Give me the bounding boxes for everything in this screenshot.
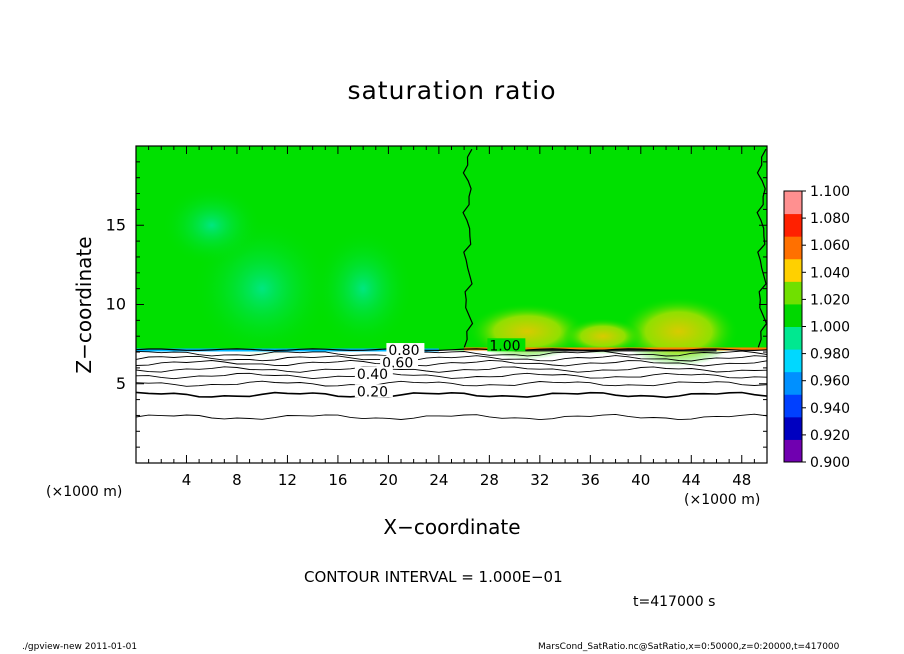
low-ratio-patch <box>161 185 262 266</box>
footer-command: ./gpview-new 2011-01-01 <box>22 642 138 652</box>
contour-line <box>136 366 767 373</box>
chart-title: saturation ratio <box>347 76 557 105</box>
y-tick-label: 5 <box>116 374 126 393</box>
contour-line <box>136 372 767 380</box>
x-tick-label: 20 <box>379 471 398 489</box>
colorbar-segment <box>784 371 802 395</box>
y-tick-label: 10 <box>106 295 126 314</box>
colorbar-segment <box>784 394 802 418</box>
colorbar-segment <box>784 191 802 215</box>
colorbar-segment <box>784 439 802 463</box>
contour-labels: 1.000.800.600.400.20 <box>354 338 526 400</box>
colorbar-tick-label: 1.100 <box>810 184 850 200</box>
contour-label-bg <box>354 366 393 380</box>
contour-line <box>136 380 767 387</box>
colorbar-segment <box>784 281 802 305</box>
contour-label: 0.80 <box>388 343 419 359</box>
x-axis-unit-right: (×1000 m) <box>684 492 761 508</box>
contour-lines <box>136 148 767 421</box>
x-tick-label: 24 <box>429 471 448 489</box>
colorbar-segment <box>784 303 802 327</box>
colorbar-tick-label: 0.980 <box>810 347 850 363</box>
time-label: t=417000 s <box>633 594 716 610</box>
contour-line <box>136 359 767 367</box>
colorbar-tick-label: 1.000 <box>810 320 850 336</box>
x-tick-label: 40 <box>631 471 650 489</box>
high-ratio-patch <box>562 318 643 355</box>
contour-label: 1.00 <box>489 338 520 354</box>
colorbar-segment <box>784 326 802 350</box>
subsaturated-region <box>136 350 767 463</box>
colorbar-segment <box>784 349 802 373</box>
y-axis-ticks: 5 10 15 <box>106 145 767 464</box>
colorbar: 1.100 1.080 1.060 1.040 1.020 1.000 0.980 0.960… <box>783 184 850 471</box>
colorbar-tick-label: 1.060 <box>810 238 850 254</box>
y-tick-label: 15 <box>106 215 126 234</box>
colorbar-tick-label: 0.960 <box>810 374 850 390</box>
contour-label-bg <box>386 343 425 357</box>
colorbar-segment <box>784 213 802 237</box>
contour-line-1-vertical <box>756 148 767 348</box>
contour-label-bg <box>487 338 526 352</box>
x-tick-label: 28 <box>480 471 499 489</box>
x-tick-label: 12 <box>278 471 297 489</box>
contour-line-1 <box>136 348 767 352</box>
x-tick-label: 48 <box>732 471 751 489</box>
x-axis-label: X−coordinate <box>383 515 521 539</box>
contour-line <box>136 350 767 357</box>
contour-label-bg <box>354 384 393 398</box>
colorbar-tick-label: 1.080 <box>810 211 850 227</box>
colorbar-segment <box>784 236 802 260</box>
x-tick-label: 32 <box>530 471 549 489</box>
x-tick-label: 4 <box>182 471 192 489</box>
x-axis-ticks: 4 8 12 16 20 24 28 32 36 40 44 48 <box>135 146 768 489</box>
low-ratio-patch <box>313 228 414 349</box>
colorbar-segment <box>784 416 802 440</box>
colorbar-tick-label: 0.920 <box>810 428 850 444</box>
x-tick-label: 16 <box>328 471 347 489</box>
colorbar-tick-label: 0.900 <box>810 455 850 471</box>
x-tick-label: 8 <box>232 471 242 489</box>
contour-interval-note: CONTOUR INTERVAL = 1.000E−01 <box>304 568 563 586</box>
contour-label-bg <box>380 355 419 369</box>
heatmap-field <box>136 146 767 463</box>
contour-line <box>136 355 767 362</box>
contour-label: 0.40 <box>357 367 388 383</box>
x-axis-unit-left: (×1000 m) <box>46 484 123 500</box>
contour-line-1-vertical <box>462 148 474 348</box>
colorbar-tick-label: 0.940 <box>810 401 850 417</box>
contour-line <box>136 391 767 399</box>
colorbar-tick-label: 1.020 <box>810 292 850 308</box>
colorbar-segment <box>784 258 802 282</box>
x-tick-label: 44 <box>682 471 701 489</box>
footer-source: MarsCond_SatRatio.nc@SatRatio,x=0:50000,… <box>538 642 840 652</box>
x-tick-label: 36 <box>581 471 600 489</box>
contour-label: 0.20 <box>357 384 388 400</box>
contour-line <box>136 413 767 421</box>
colorbar-tick-label: 1.040 <box>810 265 850 281</box>
rim-dark <box>514 349 717 352</box>
